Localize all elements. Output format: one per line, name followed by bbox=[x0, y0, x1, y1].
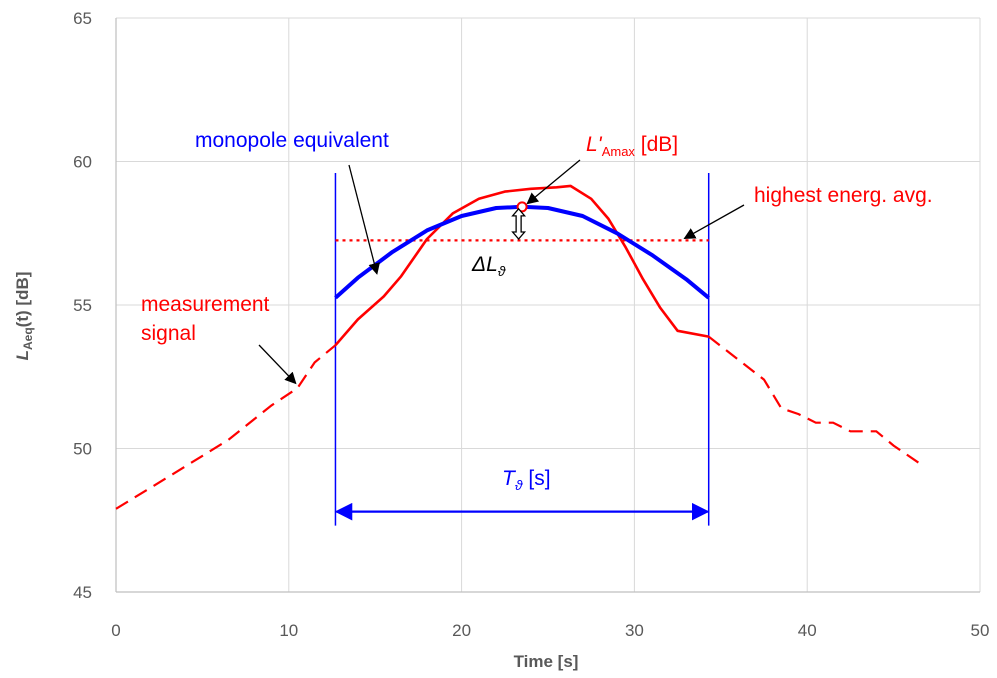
delta-double-arrow bbox=[511, 207, 527, 240]
measurement-label-line2: signal bbox=[141, 322, 196, 345]
y-tick-label: 55 bbox=[73, 296, 92, 315]
delta-label-main: ΔL bbox=[471, 253, 498, 276]
axes: 0 10 20 30 40 50 45 50 55 60 65 bbox=[73, 9, 989, 640]
y-tick-label: 60 bbox=[73, 153, 92, 172]
measurement-series-solid bbox=[334, 184, 709, 347]
x-tick-label: 10 bbox=[279, 621, 298, 640]
y-axis-title-sub: Aeq bbox=[21, 327, 35, 350]
interval-label-sub: ϑ bbox=[515, 477, 524, 493]
y-axis-title-rest: (t) [dB] bbox=[13, 272, 32, 328]
measurement-leader-arrow bbox=[258, 344, 297, 385]
measurement-label-line1: measurement bbox=[141, 293, 270, 316]
delta-label: ΔLϑ bbox=[471, 253, 507, 279]
lamax-label: L'Amax [dB] bbox=[586, 133, 678, 159]
x-tick-label: 20 bbox=[452, 621, 471, 640]
measurement-series-dashed-start bbox=[115, 344, 337, 510]
interval-label: Tϑ [s] bbox=[502, 467, 551, 493]
y-tick-label: 65 bbox=[73, 9, 92, 28]
monopole-leader-arrow bbox=[348, 164, 380, 275]
highest-energy-label: highest energ. avg. bbox=[754, 184, 933, 207]
series-layer bbox=[115, 172, 924, 526]
lamax-label-rest: [dB] bbox=[635, 133, 678, 156]
monopole-series-line bbox=[334, 204, 710, 300]
lamax-label-main: L' bbox=[586, 133, 603, 156]
y-tick-label: 45 bbox=[73, 583, 92, 602]
annotation-layer bbox=[258, 159, 745, 521]
x-tick-label: 40 bbox=[798, 621, 817, 640]
lamax-leader-arrow bbox=[526, 159, 581, 205]
interval-label-rest: [s] bbox=[523, 467, 551, 490]
x-tick-label: 0 bbox=[111, 621, 120, 640]
x-tick-label: 50 bbox=[971, 621, 990, 640]
delta-label-sub: ϑ bbox=[498, 263, 507, 279]
highest-energy-leader-arrow bbox=[683, 204, 745, 239]
y-axis-title-main: L bbox=[13, 350, 32, 360]
x-axis-title: Time [s] bbox=[514, 652, 579, 671]
lamax-peak-marker bbox=[516, 201, 528, 213]
y-tick-label: 50 bbox=[73, 440, 92, 459]
interval-label-main: T bbox=[502, 467, 517, 490]
x-tick-label: 30 bbox=[625, 621, 644, 640]
y-axis-title: LAeq(t) [dB] bbox=[13, 272, 35, 361]
measurement-series-dashed-end bbox=[708, 335, 924, 467]
lamax-label-sub: Amax bbox=[602, 144, 636, 159]
monopole-label: monopole equivalent bbox=[195, 129, 389, 152]
